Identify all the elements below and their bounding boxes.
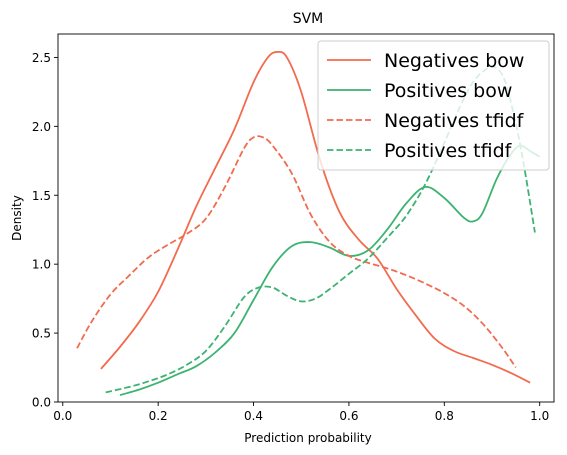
y-tick-label: 2.0 (32, 120, 51, 134)
x-tick-label: 0.6 (339, 409, 358, 423)
legend-box (317, 40, 550, 171)
x-tick-label: 0.4 (244, 409, 263, 423)
legend-label-negatives-tfidf: Negatives tfidf (384, 110, 525, 132)
y-axis: 0.0 0.5 1.0 1.5 2.0 2.5 (32, 51, 58, 410)
y-tick-label: 0.5 (32, 327, 51, 341)
axes-frame (57, 33, 555, 403)
series-line-negatives-tfidf (76, 135, 517, 369)
y-tick-label: 1.5 (32, 189, 51, 203)
x-axis-label: Prediction probability (244, 431, 371, 445)
y-tick-label: 1.0 (32, 258, 51, 272)
chart-title: SVM (293, 11, 324, 27)
legend-label-positives-bow: Positives bow (384, 80, 512, 102)
series-line-negatives-bow (100, 50, 531, 384)
x-tick-label: 0.8 (435, 409, 454, 423)
x-tick-label: 0.0 (53, 409, 72, 423)
x-axis: 0.0 0.2 0.4 0.6 0.8 1.0 (53, 402, 549, 423)
y-axis-label: Density (10, 195, 24, 241)
legend-label-positives-tfidf: Positives tfidf (384, 140, 513, 162)
y-tick-label: 2.5 (32, 51, 51, 65)
x-tick-label: 0.2 (149, 409, 168, 423)
y-tick-label: 0.0 (32, 396, 51, 410)
series-line-positives-bow (119, 144, 541, 396)
legend: Negatives bow Positives bow Negatives tfid… (317, 40, 550, 171)
x-tick-label: 1.0 (530, 409, 549, 423)
legend-label-negatives-bow: Negatives bow (384, 50, 524, 72)
